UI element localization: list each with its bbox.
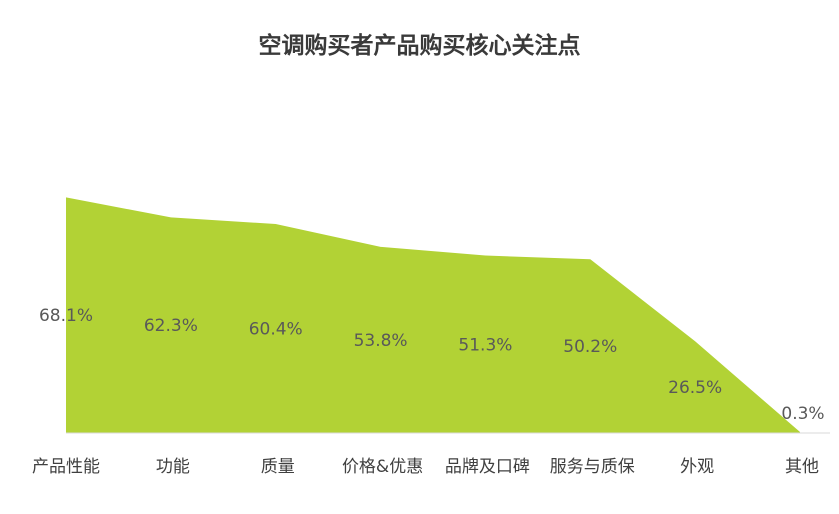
x-tick-label: 质量 (261, 457, 295, 477)
x-tick-label: 产品性能 (32, 457, 100, 477)
x-tick-label: 其他 (785, 457, 819, 477)
x-tick-label: 服务与质保 (550, 457, 635, 477)
data-label: 51.3% (458, 335, 512, 355)
data-label: 0.3% (781, 404, 824, 424)
data-label: 26.5% (668, 378, 722, 398)
chart-title: 空调购买者产品购买核心关注点 (258, 33, 581, 59)
data-labels: 68.1% 62.3% 60.4% 53.8% 51.3% 50.2% 26.5% 0.3% (39, 306, 825, 424)
data-label: 50.2% (563, 337, 617, 357)
data-label: 53.8% (354, 331, 408, 351)
x-axis-ticks: 产品性能 功能 质量 价格&优惠 品牌及口碑 服务与质保 外观 其他 (32, 457, 819, 477)
area-series (66, 197, 800, 433)
x-tick-label: 外观 (680, 457, 714, 477)
x-tick-label: 品牌及口碑 (445, 457, 530, 477)
x-tick-label: 价格&优惠 (342, 457, 423, 477)
x-tick-label: 功能 (156, 457, 190, 477)
data-label: 60.4% (249, 320, 303, 340)
data-label: 62.3% (144, 316, 198, 336)
data-label: 68.1% (39, 306, 93, 326)
